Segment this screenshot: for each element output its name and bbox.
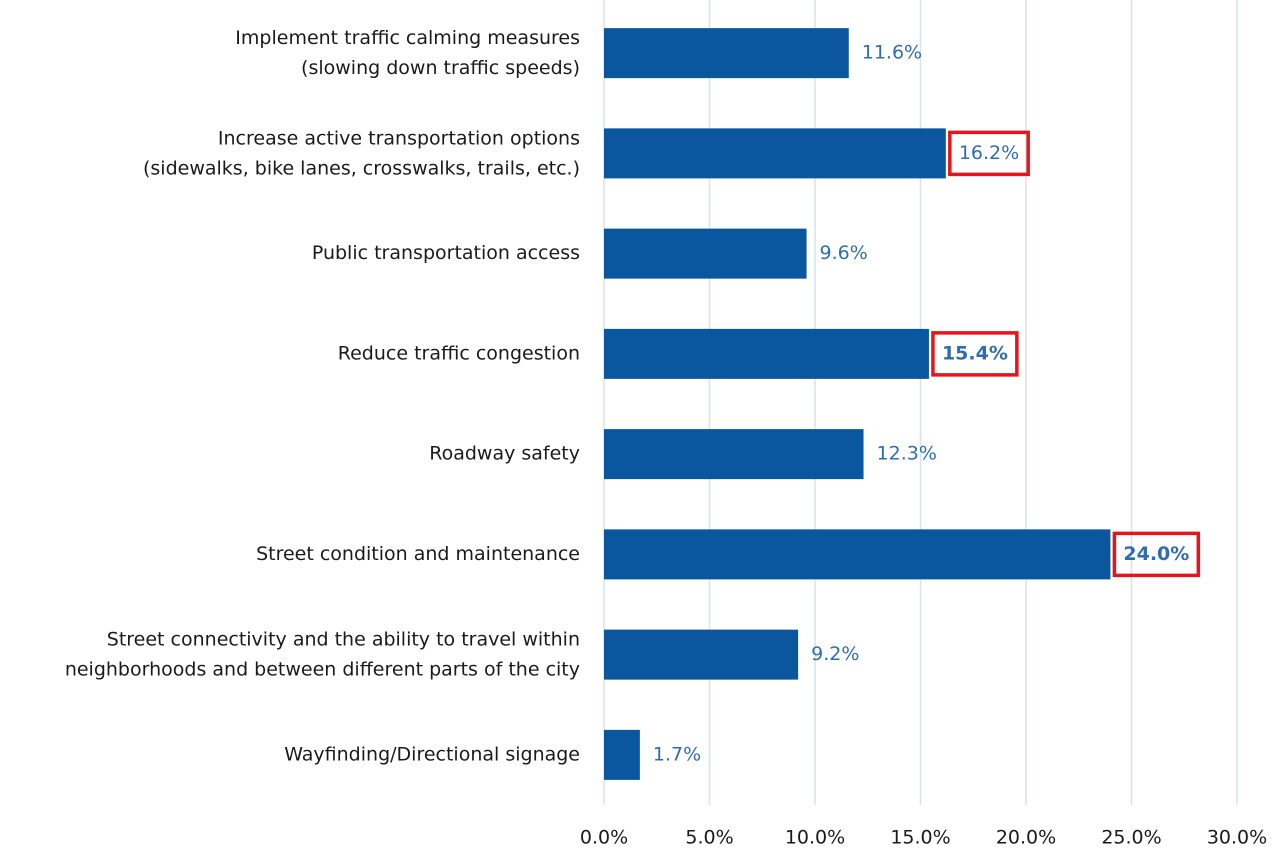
bar	[604, 529, 1111, 580]
bar	[604, 429, 864, 480]
x-tick-label: 15.0%	[890, 827, 950, 849]
value-label: 16.2%	[959, 142, 1019, 164]
value-label: 9.2%	[811, 643, 859, 665]
value-label: 24.0%	[1123, 543, 1189, 565]
bar	[604, 128, 946, 179]
category-label: Public transportation access	[312, 242, 580, 264]
category-label: Street connectivity and the ability to t…	[65, 628, 580, 680]
value-label: 15.4%	[942, 342, 1008, 364]
category-label: Wayfinding/Directional signage	[284, 743, 580, 765]
highlight-box	[948, 130, 1030, 177]
x-tick-label: 0.0%	[580, 827, 628, 849]
category-label: Street condition and maintenance	[256, 543, 580, 565]
category-label: Roadway safety	[429, 443, 580, 465]
x-tick-label: 10.0%	[785, 827, 845, 849]
x-tick-label: 20.0%	[996, 827, 1056, 849]
highlight-box	[1112, 531, 1201, 578]
bar	[604, 28, 849, 79]
highlight-box	[931, 331, 1019, 377]
category-label: Reduce traffic congestion	[338, 342, 580, 364]
value-label: 12.3%	[877, 443, 937, 465]
x-tick-label: 5.0%	[685, 827, 733, 849]
x-tick-label: 25.0%	[1101, 827, 1161, 849]
bar	[604, 729, 640, 780]
value-label: 1.7%	[653, 743, 701, 765]
x-tick-label: 30.0%	[1207, 827, 1267, 849]
value-label: 9.6%	[820, 242, 868, 264]
bar	[604, 629, 799, 680]
value-label: 11.6%	[862, 42, 922, 64]
bar	[604, 228, 807, 279]
bar	[604, 328, 929, 379]
category-label: Increase active transportation options (s…	[143, 127, 580, 179]
category-label: Implement traffic calming measures (slowi…	[235, 27, 580, 79]
